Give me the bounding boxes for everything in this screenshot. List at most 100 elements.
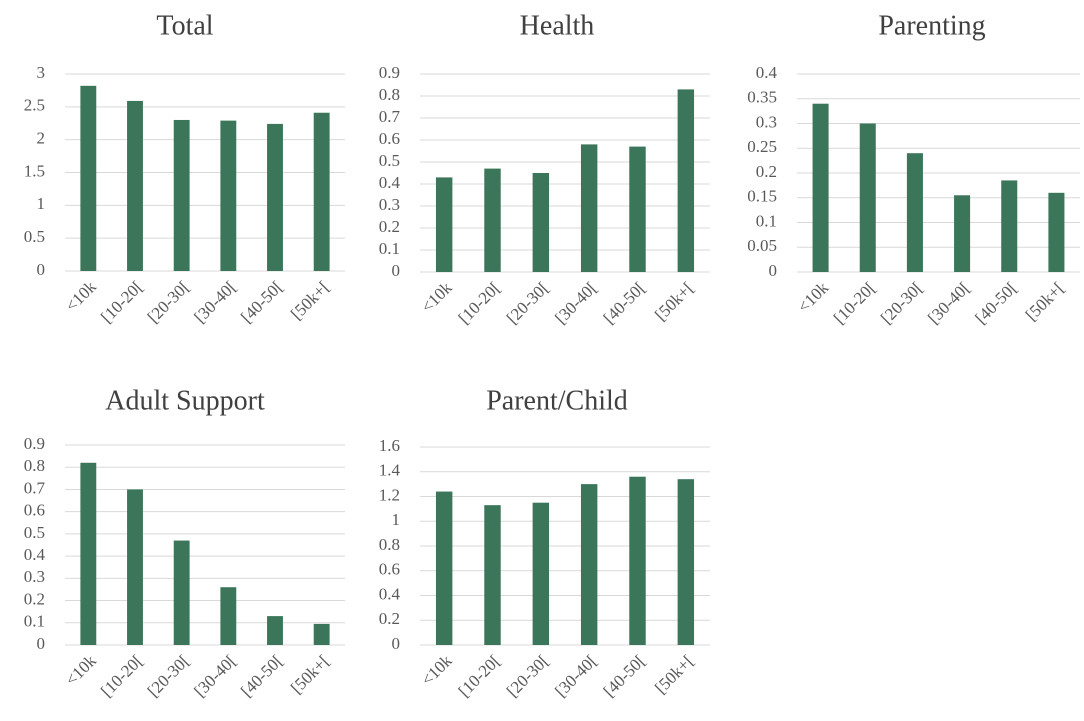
bar	[80, 462, 97, 645]
bar	[532, 173, 550, 272]
y-tick-label: 2.5	[24, 96, 45, 115]
y-tick-label: 0.6	[379, 129, 400, 148]
bar	[435, 177, 453, 272]
y-tick-label: 0.05	[747, 236, 777, 255]
y-tick-label: 0.4	[24, 545, 46, 564]
x-tick-label: [10-20[	[830, 278, 880, 328]
y-tick-label: 0.25	[747, 137, 777, 156]
y-tick-label: 0.2	[24, 589, 45, 608]
bar	[267, 123, 283, 271]
x-tick-label: <10k	[418, 278, 457, 317]
y-tick-label: 0.5	[24, 523, 45, 542]
x-tick-label: <10k	[62, 277, 101, 316]
x-tick-label: [40-50[	[971, 278, 1021, 328]
x-tick-label: [40-50[	[237, 651, 287, 701]
bar	[1048, 192, 1065, 272]
x-tick-label: [20-30[	[877, 278, 927, 328]
y-tick-label: 0.6	[379, 560, 400, 579]
x-tick-label: [20-30[	[503, 651, 553, 701]
x-tick-label: [10-20[	[97, 277, 147, 327]
bar	[954, 195, 971, 272]
y-tick-label: 0.4	[379, 173, 401, 192]
y-tick-label: 1	[392, 510, 401, 529]
bar	[677, 479, 695, 645]
x-tick-label: [10-20[	[455, 651, 505, 701]
y-tick-label: 0.8	[379, 85, 400, 104]
bar	[906, 153, 923, 272]
y-tick-label: 0.4	[379, 584, 401, 603]
y-tick-label: 2	[37, 129, 46, 148]
y-tick-label: 0.15	[747, 187, 777, 206]
bar	[435, 491, 453, 645]
y-tick-label: 0.1	[24, 612, 45, 631]
y-tick-label: 0	[37, 634, 46, 653]
x-tick-label: [30-40[	[190, 277, 240, 327]
y-tick-label: 0.7	[379, 107, 401, 126]
y-tick-label: 0	[392, 261, 401, 280]
bar	[532, 502, 550, 645]
x-tick-label: <10k	[62, 651, 101, 690]
x-tick-label: [20-30[	[144, 651, 194, 701]
x-tick-label: <10k	[418, 651, 457, 690]
bar	[267, 616, 283, 645]
x-tick-label: <10k	[794, 278, 833, 317]
x-tick-label: [50k+[	[287, 277, 333, 323]
bar	[313, 112, 330, 271]
y-tick-label: 0.2	[379, 217, 400, 236]
bar	[580, 484, 598, 645]
y-tick-label: 0	[37, 260, 46, 279]
bar	[812, 103, 829, 272]
x-tick-label: [20-30[	[144, 277, 194, 327]
x-tick-label: [30-40[	[551, 651, 601, 701]
y-tick-label: 0.4	[756, 63, 778, 82]
bar	[127, 489, 143, 645]
y-tick-label: 0.3	[379, 195, 400, 214]
bar	[629, 146, 646, 272]
bar	[313, 623, 330, 645]
y-tick-label: 0.6	[24, 501, 45, 520]
chart-title: Parent/Child	[486, 385, 628, 416]
x-tick-label: [50k+[	[1022, 278, 1068, 324]
y-tick-label: 1	[37, 194, 46, 213]
bar	[859, 123, 876, 272]
bar	[220, 120, 237, 271]
y-tick-label: 3	[37, 63, 46, 82]
bar	[677, 89, 695, 273]
y-tick-label: 0	[769, 261, 778, 280]
y-tick-label: 0.9	[24, 434, 45, 453]
y-tick-label: 1.2	[379, 485, 400, 504]
y-tick-label: 0.3	[24, 567, 45, 586]
bar	[80, 85, 97, 271]
x-tick-label: [30-40[	[551, 278, 601, 328]
bar	[173, 119, 190, 271]
x-tick-label: [50k+[	[651, 278, 697, 324]
x-tick-label: [40-50[	[600, 278, 650, 328]
chart-title: Health	[520, 10, 595, 41]
y-tick-label: 1.6	[379, 436, 400, 455]
y-tick-label: 0.8	[379, 535, 400, 554]
x-tick-label: [40-50[	[600, 651, 650, 701]
y-tick-label: 0.35	[747, 88, 777, 107]
chart-title: Adult Support	[105, 385, 265, 416]
y-tick-label: 0.3	[756, 112, 777, 131]
y-tick-label: 0.1	[379, 239, 400, 258]
x-tick-label: [30-40[	[190, 651, 240, 701]
x-tick-label: [10-20[	[97, 651, 147, 701]
bar	[484, 168, 501, 272]
chart-title: Total	[156, 10, 213, 41]
bar	[629, 476, 646, 645]
x-tick-label: [30-40[	[924, 278, 974, 328]
bar	[484, 505, 501, 645]
y-tick-label: 0.8	[24, 456, 45, 475]
chart-title: Parenting	[878, 10, 985, 41]
bar	[127, 100, 143, 271]
y-tick-label: 0.5	[24, 227, 45, 246]
y-tick-label: 0.9	[379, 63, 400, 82]
y-tick-label: 1.4	[379, 461, 401, 480]
x-tick-label: [10-20[	[455, 278, 505, 328]
y-tick-label: 0.1	[756, 211, 777, 230]
bar	[580, 144, 598, 272]
x-tick-label: [50k+[	[287, 651, 333, 697]
bar	[173, 540, 190, 645]
